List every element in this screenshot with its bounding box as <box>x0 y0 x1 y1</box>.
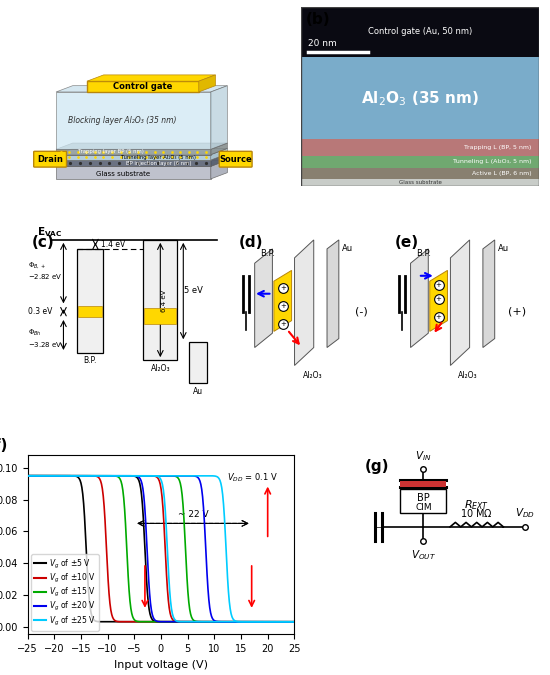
Legend: $V_{g}$ of ±5 V, $V_{g}$ of ±10 V, $V_{g}$ of ±15 V, $V_{g}$ of ±20 V, $V_{g}$ o: $V_{g}$ of ±5 V, $V_{g}$ of ±10 V, $V_{g… <box>31 554 98 630</box>
Polygon shape <box>56 160 211 166</box>
Polygon shape <box>450 240 470 365</box>
Text: Active L (BP, 6 nm): Active L (BP, 6 nm) <box>472 171 532 176</box>
Text: Glass substrate: Glass substrate <box>96 171 150 178</box>
Polygon shape <box>56 143 227 149</box>
Polygon shape <box>87 81 199 92</box>
Text: 1.4 eV: 1.4 eV <box>101 240 125 249</box>
Text: +: + <box>280 286 285 292</box>
Polygon shape <box>56 149 211 155</box>
Polygon shape <box>56 154 227 160</box>
Text: $V_{IN}$: $V_{IN}$ <box>415 450 432 463</box>
Text: Au: Au <box>193 387 204 396</box>
Bar <box>144 308 177 324</box>
Text: $R_{EXT}$: $R_{EXT}$ <box>464 498 490 512</box>
Text: Al₂O₃: Al₂O₃ <box>151 364 170 373</box>
Text: Drain: Drain <box>37 155 63 164</box>
Polygon shape <box>56 155 211 160</box>
Text: Glass substrate: Glass substrate <box>399 180 442 185</box>
Text: +: + <box>280 321 285 327</box>
Text: (c): (c) <box>31 234 54 250</box>
Text: +: + <box>436 296 442 302</box>
Text: $\mathbf{E_{VAC}}$: $\mathbf{E_{VAC}}$ <box>37 225 63 239</box>
Text: (g): (g) <box>365 459 389 474</box>
Text: Source: Source <box>219 155 252 164</box>
Text: $V_{OUT}$: $V_{OUT}$ <box>411 548 436 562</box>
Polygon shape <box>56 86 227 92</box>
Text: +: + <box>280 303 285 309</box>
Text: (f): (f) <box>0 438 8 454</box>
Text: Blocking layer Al₂O₃ (35 nm): Blocking layer Al₂O₃ (35 nm) <box>68 116 177 125</box>
Polygon shape <box>211 86 227 149</box>
Polygon shape <box>56 92 211 149</box>
Text: 20 nm: 20 nm <box>308 39 337 48</box>
Polygon shape <box>56 166 211 179</box>
Bar <box>301 140 539 156</box>
Polygon shape <box>483 240 494 348</box>
Polygon shape <box>327 240 339 348</box>
Text: (-): (-) <box>355 306 367 317</box>
Bar <box>79 306 102 317</box>
Text: 5 eV: 5 eV <box>184 286 203 294</box>
Text: Au: Au <box>342 244 353 253</box>
Polygon shape <box>199 75 216 92</box>
Polygon shape <box>255 249 272 348</box>
Polygon shape <box>430 271 448 331</box>
Polygon shape <box>87 75 216 81</box>
X-axis label: Input voltage (V): Input voltage (V) <box>114 659 208 670</box>
Bar <box>78 249 103 353</box>
Text: (+): (+) <box>508 306 526 317</box>
Text: 0.3 eV: 0.3 eV <box>29 307 53 316</box>
Text: Al$_2$O$_3$ (35 nm): Al$_2$O$_3$ (35 nm) <box>361 89 479 107</box>
Text: $\Phi_{Bh}$
$-3.28$ eV: $\Phi_{Bh}$ $-3.28$ eV <box>29 328 63 349</box>
Text: Trapping layer BP (5 nm): Trapping layer BP (5 nm) <box>78 149 144 154</box>
Text: $V_{DD}$: $V_{DD}$ <box>515 506 535 520</box>
Bar <box>301 156 539 168</box>
Bar <box>301 179 539 186</box>
Text: BP: BP <box>417 493 430 503</box>
Text: (d): (d) <box>239 234 263 250</box>
Polygon shape <box>211 148 227 160</box>
Bar <box>301 7 539 57</box>
Text: Tunneling L (Al₂O₃, 5 nm): Tunneling L (Al₂O₃, 5 nm) <box>453 159 532 165</box>
Text: Tunneling layer Al₂O₃ (5 nm): Tunneling layer Al₂O₃ (5 nm) <box>121 155 196 159</box>
Text: +: + <box>436 314 442 320</box>
Text: $V_{DD}$ = 0.1 V: $V_{DD}$ = 0.1 V <box>227 471 278 483</box>
Text: Control gate: Control gate <box>113 82 173 91</box>
Bar <box>400 481 447 487</box>
Polygon shape <box>211 154 227 166</box>
Polygon shape <box>56 148 227 155</box>
Text: B.P.: B.P. <box>84 356 97 365</box>
Bar <box>400 489 447 512</box>
Bar <box>189 342 207 383</box>
Text: Control gate (Au, 50 nm): Control gate (Au, 50 nm) <box>368 28 472 36</box>
Text: $\Phi_{B,+}$
$-2.82$ eV: $\Phi_{B,+}$ $-2.82$ eV <box>29 261 63 281</box>
Text: Al₂O₃: Al₂O₃ <box>302 371 322 380</box>
Bar <box>144 240 177 360</box>
Bar <box>301 168 539 179</box>
Text: (e): (e) <box>394 234 419 250</box>
Text: CIM: CIM <box>415 503 432 512</box>
Text: Al₂O₃: Al₂O₃ <box>458 371 478 380</box>
Text: ~ 22 V: ~ 22 V <box>178 510 208 518</box>
FancyBboxPatch shape <box>219 151 252 167</box>
Polygon shape <box>211 143 227 155</box>
Text: Au: Au <box>498 244 509 253</box>
Text: B.P.: B.P. <box>261 249 276 258</box>
Text: +: + <box>436 281 442 288</box>
Polygon shape <box>410 249 428 348</box>
Polygon shape <box>274 271 292 331</box>
Text: Trapping L (BP, 5 nm): Trapping L (BP, 5 nm) <box>465 145 532 150</box>
Polygon shape <box>295 240 313 365</box>
Text: 10 M$\Omega$: 10 M$\Omega$ <box>460 506 493 518</box>
FancyBboxPatch shape <box>34 151 67 167</box>
Polygon shape <box>211 160 227 179</box>
Text: 6.4 eV: 6.4 eV <box>161 290 167 312</box>
Polygon shape <box>56 160 227 166</box>
Text: B.P.: B.P. <box>416 249 431 258</box>
Text: BP injection layer (6 nm): BP injection layer (6 nm) <box>125 161 191 165</box>
Text: (b): (b) <box>306 12 331 27</box>
Bar <box>301 57 539 140</box>
